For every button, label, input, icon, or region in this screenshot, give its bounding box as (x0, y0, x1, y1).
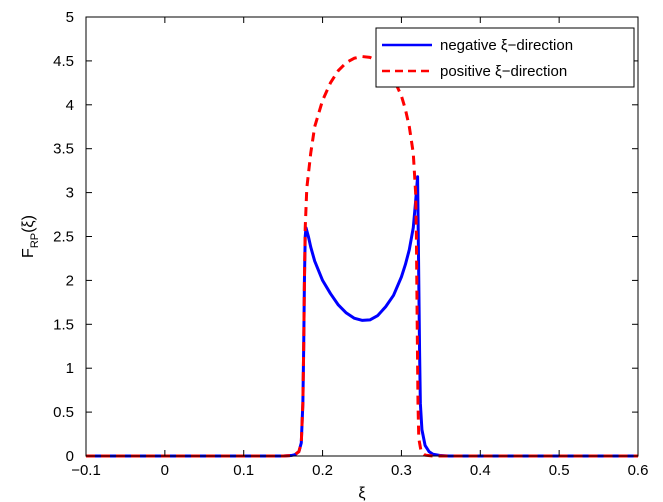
x-tick-label: 0.2 (312, 462, 333, 479)
y-tick-label: 5 (66, 9, 74, 26)
y-axis-label: FRP(ξ) (20, 215, 41, 258)
series-line-negative (86, 175, 638, 458)
y-tick-label: 2.5 (53, 229, 74, 246)
series-layer (86, 55, 638, 458)
x-tick-label: 0.5 (549, 462, 570, 479)
y-tick-label: 2 (66, 272, 74, 289)
y-tick-label: 0 (66, 448, 74, 465)
y-tick-label: 1.5 (53, 316, 74, 333)
y-tick-label: 0.5 (53, 404, 74, 421)
y-axis-label-subscript: RP (29, 233, 41, 248)
x-tick-label: 0.6 (628, 462, 649, 479)
x-tick-label: 0.4 (470, 462, 491, 479)
y-axis-label-main: F (20, 248, 37, 258)
x-tick-label: 0.1 (233, 462, 254, 479)
y-tick-label: 3 (66, 185, 74, 202)
series-line-positive (86, 55, 638, 458)
y-axis-label-rest: (ξ) (20, 215, 37, 233)
plot-area (86, 17, 638, 456)
legend-entry-positive: positive ξ−direction (440, 63, 567, 80)
axes-layer: −0.1 0 0.1 0.2 0.3 0.4 0.5 0.600.511.522.533.54… (53, 9, 648, 479)
y-tick-label: 1 (66, 360, 74, 377)
y-tick-label: 4 (66, 97, 74, 114)
y-tick-label: 4.5 (53, 53, 74, 70)
legend-entry-negative: negative ξ−direction (440, 37, 573, 54)
x-tick-label: −0.1 (71, 462, 101, 479)
x-tick-label: 0 (161, 462, 169, 479)
legend: negative ξ−direction positive ξ−directio… (375, 27, 635, 88)
x-tick-label: 0.3 (391, 462, 412, 479)
y-tick-label: 3.5 (53, 141, 74, 158)
x-axis-label: ξ (358, 485, 365, 502)
legend-box (375, 27, 635, 88)
